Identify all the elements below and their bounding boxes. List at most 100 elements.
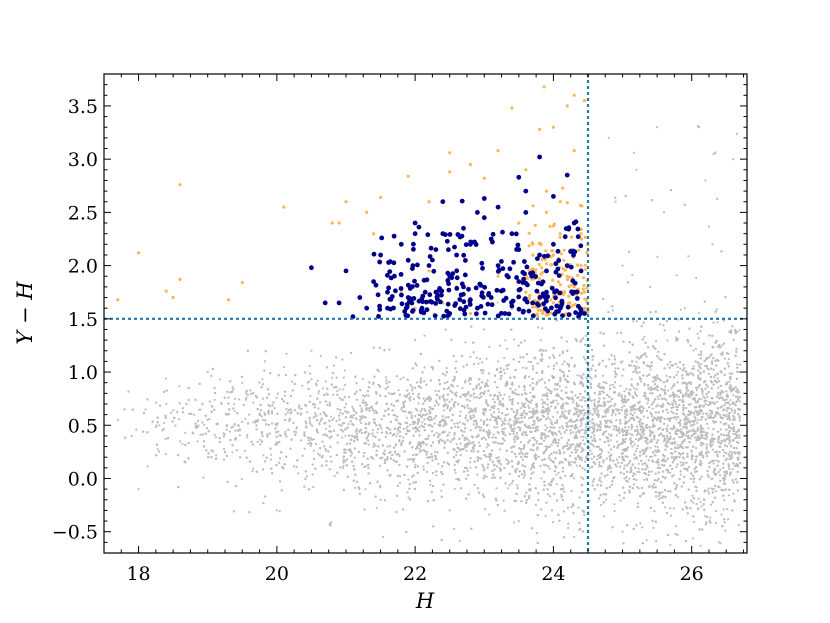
field-point bbox=[676, 443, 679, 446]
field-point bbox=[380, 418, 383, 421]
field-point bbox=[163, 421, 166, 425]
field-point bbox=[615, 434, 618, 437]
field-point bbox=[455, 391, 458, 394]
field-point bbox=[473, 416, 476, 419]
field-point bbox=[575, 413, 578, 416]
field-point bbox=[259, 438, 262, 441]
field-point bbox=[527, 488, 531, 491]
field-point bbox=[501, 427, 504, 431]
field-point bbox=[728, 380, 731, 383]
field-point bbox=[423, 334, 426, 337]
field-point bbox=[429, 483, 432, 486]
field-point bbox=[360, 417, 363, 420]
field-point bbox=[465, 449, 468, 452]
field-point bbox=[635, 447, 639, 450]
field-point bbox=[611, 309, 614, 312]
field-point bbox=[657, 458, 660, 461]
field-point bbox=[679, 473, 682, 476]
field-point bbox=[305, 411, 309, 414]
field-point bbox=[519, 407, 522, 410]
field-point bbox=[225, 428, 228, 431]
field-point bbox=[480, 395, 483, 398]
field-point bbox=[608, 444, 611, 447]
field-point bbox=[489, 408, 492, 411]
field-point bbox=[567, 522, 570, 525]
field-point bbox=[516, 484, 519, 487]
field-point bbox=[371, 429, 374, 432]
field-point bbox=[707, 403, 710, 407]
field-point bbox=[558, 385, 561, 388]
field-point bbox=[445, 366, 448, 370]
field-point bbox=[444, 328, 447, 331]
field-point bbox=[402, 436, 405, 439]
field-point bbox=[580, 476, 583, 479]
field-point bbox=[700, 505, 703, 508]
field-point bbox=[353, 456, 356, 459]
field-point bbox=[252, 421, 255, 424]
field-point bbox=[698, 454, 701, 457]
field-point bbox=[388, 451, 391, 455]
field-point bbox=[285, 352, 288, 355]
field-point bbox=[719, 479, 722, 482]
field-point bbox=[537, 498, 540, 502]
field-point bbox=[651, 402, 654, 405]
field-point bbox=[360, 431, 363, 435]
field-point bbox=[622, 368, 625, 371]
field-point bbox=[692, 365, 695, 368]
field-point bbox=[359, 415, 362, 418]
field-point bbox=[652, 486, 655, 489]
field-point bbox=[470, 394, 473, 397]
field-point bbox=[262, 454, 265, 457]
field-point bbox=[453, 422, 456, 425]
field-point bbox=[266, 433, 269, 436]
field-point bbox=[580, 483, 584, 486]
field-point bbox=[584, 334, 588, 338]
field-point bbox=[561, 363, 564, 366]
field-point bbox=[412, 474, 415, 477]
field-point bbox=[701, 415, 704, 419]
field-point bbox=[399, 378, 402, 381]
field-point bbox=[724, 529, 727, 532]
field-point bbox=[691, 494, 694, 497]
field-point bbox=[506, 347, 509, 350]
field-point bbox=[635, 433, 639, 436]
field-point bbox=[177, 418, 181, 421]
field-point bbox=[554, 407, 557, 410]
field-point bbox=[497, 432, 500, 435]
field-point bbox=[367, 443, 370, 446]
field-point bbox=[605, 430, 608, 433]
field-point bbox=[722, 422, 725, 425]
field-point bbox=[631, 440, 635, 443]
field-point bbox=[598, 463, 601, 466]
field-point bbox=[643, 478, 646, 481]
field-point bbox=[634, 450, 638, 453]
field-point bbox=[352, 407, 355, 410]
field-point bbox=[653, 400, 656, 403]
field-point bbox=[692, 520, 696, 524]
field-point bbox=[135, 428, 138, 431]
field-point bbox=[306, 381, 309, 384]
field-point bbox=[488, 345, 491, 349]
field-point bbox=[409, 423, 412, 426]
field-point bbox=[417, 402, 420, 405]
field-point bbox=[666, 424, 669, 427]
field-point bbox=[692, 501, 695, 504]
field-point bbox=[637, 462, 640, 465]
field-point bbox=[376, 431, 379, 434]
field-point bbox=[728, 442, 731, 445]
field-point bbox=[657, 398, 660, 401]
field-point bbox=[580, 422, 583, 425]
field-point bbox=[384, 435, 387, 438]
field-point bbox=[635, 394, 638, 397]
field-point bbox=[510, 429, 513, 433]
field-point bbox=[736, 363, 739, 366]
field-point bbox=[485, 400, 488, 404]
field-point bbox=[479, 426, 483, 429]
field-point bbox=[228, 430, 231, 433]
field-point bbox=[499, 394, 502, 397]
field-point bbox=[633, 443, 637, 446]
field-point bbox=[719, 413, 722, 416]
field-point bbox=[232, 425, 235, 428]
field-point bbox=[406, 425, 409, 428]
field-point bbox=[493, 381, 497, 384]
